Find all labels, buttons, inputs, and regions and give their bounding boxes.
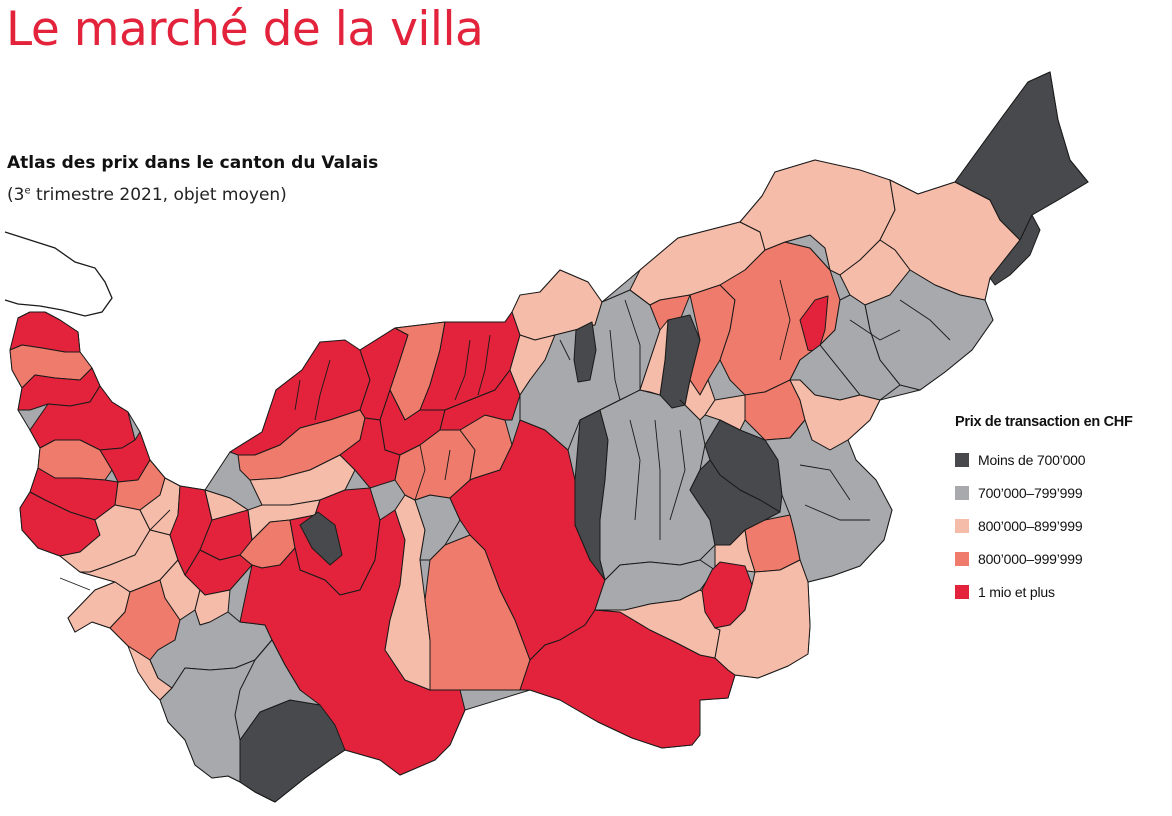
- page-title: Le marché de la villa: [6, 2, 484, 57]
- legend-item-light: 800’000–899’999: [955, 509, 1165, 542]
- region-raron-light: [639, 319, 669, 396]
- region-sierre-dark-small: [573, 321, 597, 383]
- region-saasfee-light: [714, 559, 811, 679]
- period-superscript: e: [24, 185, 31, 197]
- legend-item-grey: 700’000–799’999: [955, 476, 1165, 509]
- period-rest: trimestre 2021, objet moyen): [30, 185, 287, 205]
- legend-title: Prix de transaction en CHF: [955, 414, 1133, 430]
- legend-item-mid: 800’000–999’999: [955, 542, 1165, 575]
- legend-label: 800’000–899’999: [978, 517, 1083, 534]
- legend-swatch: [955, 584, 969, 599]
- legend-label: 700’000–799’999: [978, 484, 1083, 501]
- region-bagnes-line: [234, 639, 321, 741]
- legend-label: 1 mio et plus: [978, 583, 1055, 600]
- legend-item-red: 1 mio et plus: [955, 575, 1165, 608]
- legend-swatch: [955, 452, 969, 467]
- legend-label: 800’000–999’999: [978, 550, 1083, 567]
- map-subtitle: Atlas des prix dans le canton du Valais: [7, 153, 379, 173]
- legend-swatch: [955, 518, 969, 533]
- legend-label: Moins de 700’000: [978, 451, 1086, 468]
- region-binn-dark: [989, 214, 1041, 286]
- map-legend: Prix de transaction en CHF Moins de 700’…: [955, 414, 1165, 608]
- region-sierre-mid-c: [439, 369, 521, 431]
- region-nendaz-dark: [299, 511, 343, 566]
- map-period: (3e trimestre 2021, objet moyen): [7, 185, 287, 205]
- legend-item-dark: Moins de 700’000: [955, 443, 1165, 476]
- legend-swatch: [955, 551, 969, 566]
- region-fiesch-red: [799, 295, 829, 353]
- commune-borders: [59, 279, 951, 591]
- region-oberwald-dark: [954, 71, 1089, 241]
- lake-geneva-outline: [4, 231, 113, 317]
- region-vetroz: [339, 417, 401, 489]
- period-prefix: (3: [7, 185, 25, 205]
- legend-swatch: [955, 485, 969, 500]
